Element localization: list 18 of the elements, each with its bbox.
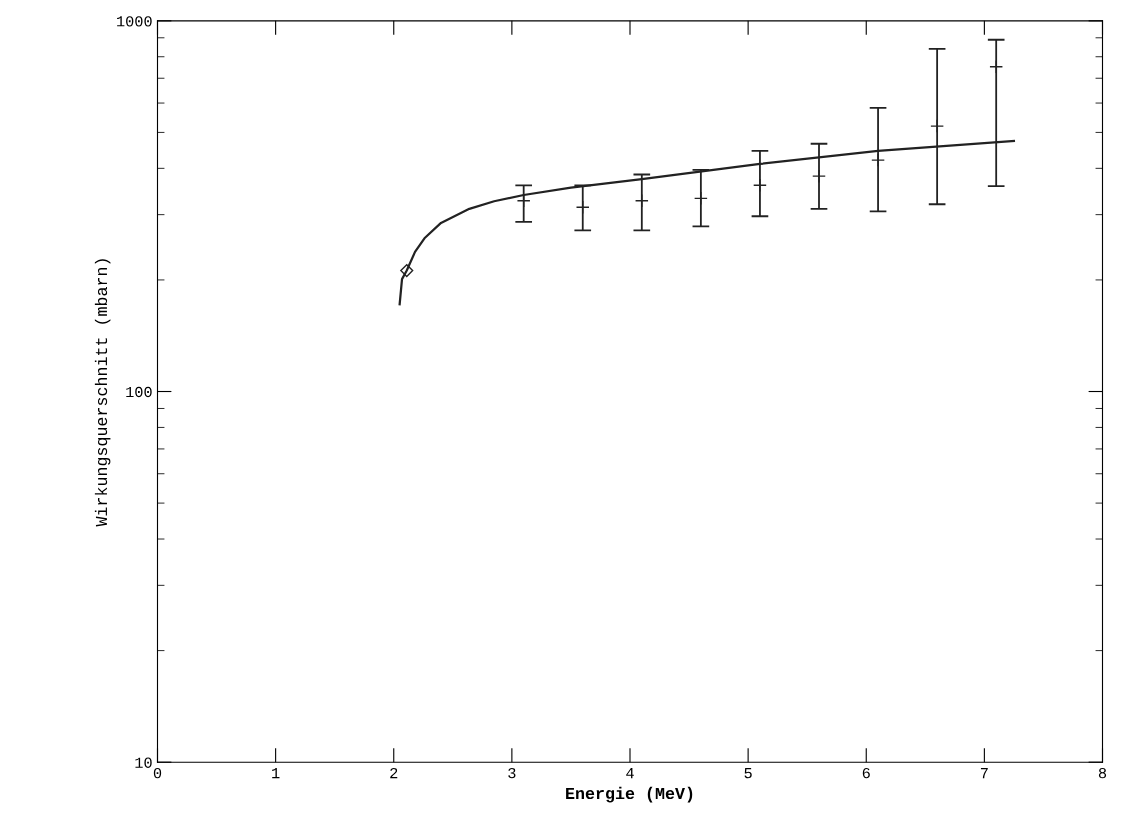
point (812, 169, 826, 184)
point (752, 178, 767, 193)
x-tick-label: 8 (1098, 767, 1107, 779)
y-tick-label: 1000 (117, 16, 152, 27)
x-axis-title: Energie (MeV) (566, 786, 693, 803)
x-tick-label: 5 (744, 768, 752, 779)
point (871, 153, 886, 168)
x-tick-label: 1 (272, 768, 280, 779)
x-tick-label: 4 (626, 768, 634, 779)
y-tick-label: 10 (135, 757, 152, 768)
x-tick-label: 2 (390, 767, 398, 779)
y-tick-label: 100 (126, 386, 152, 398)
x-tick-label: 3 (508, 767, 516, 779)
y-axis-title: Wirkungsquerschnitt (mbarn) (94, 259, 111, 527)
x-tick-label: 6 (862, 767, 870, 779)
x-tick-label: 0 (153, 767, 162, 779)
x-tick-label: 7 (980, 768, 988, 779)
point (400, 263, 414, 278)
